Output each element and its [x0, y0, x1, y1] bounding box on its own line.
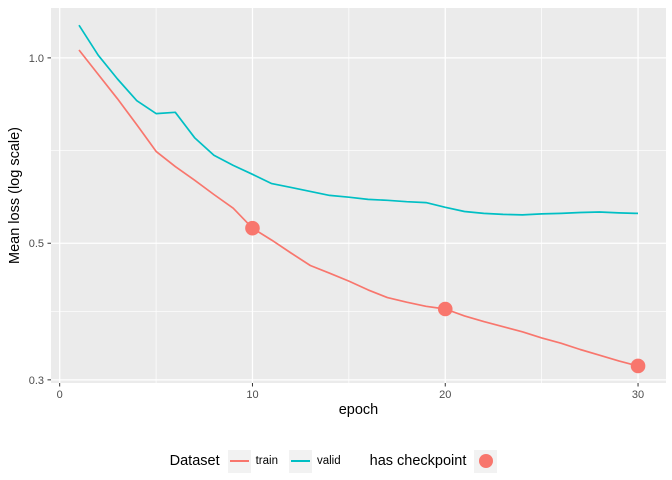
legend-label-train: train: [255, 455, 278, 467]
y-axis-title: Mean loss (log scale): [7, 127, 23, 264]
x-tick-label: 10: [246, 389, 258, 401]
legend-key-valid: [288, 449, 312, 473]
legend-checkpoint-title: has checkpoint: [369, 453, 467, 469]
checkpoint-point: [630, 358, 646, 374]
y-tick-label: 0.3: [29, 375, 44, 387]
legend-label-valid: valid: [316, 455, 341, 467]
legend-key-train: [227, 449, 251, 473]
legend: Dataset train valid has checkpoint: [0, 437, 672, 480]
legend-dataset-title: Dataset: [169, 453, 220, 469]
valid-line: [78, 24, 639, 216]
y-tick-label: 1.0: [29, 53, 44, 65]
legend-key-checkpoint: [474, 449, 498, 473]
x-tick-label: 30: [632, 389, 644, 401]
train-line-swatch: [229, 460, 249, 462]
x-axis-title: epoch: [339, 402, 379, 418]
loss-chart: 0 10 20 30 0.3 0.5 1.0 epoch Mean loss (log scal…: [7, 8, 666, 418]
checkpoint-point: [437, 301, 453, 317]
valid-line-swatch: [290, 460, 310, 462]
y-tick-label: 0.5: [29, 238, 44, 250]
checkpoint-dot-swatch: [478, 454, 493, 468]
checkpoint-point: [245, 220, 260, 236]
x-tick-label: 20: [439, 389, 451, 401]
train-line: [78, 49, 639, 367]
x-tick-label: 0: [57, 389, 63, 401]
plot-panel: [51, 8, 666, 383]
